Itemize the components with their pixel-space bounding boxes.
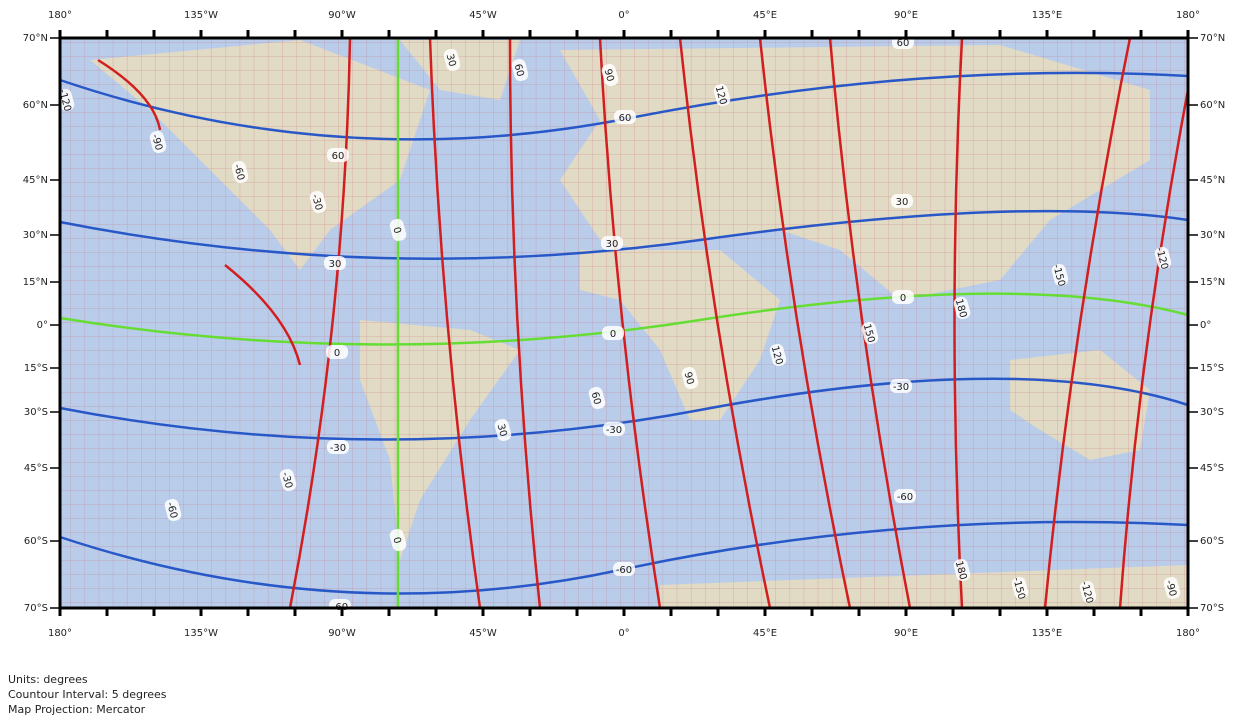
contour-value: -30 [330,443,346,454]
latitude-label-right: 45°S [1200,463,1224,474]
note: Map Projection: Mercator [8,702,167,717]
longitude-label-bottom: 180° [1176,628,1200,639]
note: Countour Interval: 5 degrees [8,687,167,702]
longitude-label-top: 45°E [753,10,777,21]
longitude-label-top: 135°E [1032,10,1062,21]
longitude-label-bottom: 0° [618,628,629,639]
latitude-label-right: 70°N [1200,33,1225,44]
latitude-label-left: 60°S [24,536,48,547]
longitude-label-top: 180° [48,10,72,21]
longitude-label-bottom: 135°W [184,628,218,639]
latitude-label-left: 30°S [24,407,48,418]
contour-label: 0 [602,326,624,340]
longitude-label-top: 90°E [894,10,918,21]
longitude-label-bottom: 90°W [328,628,356,639]
longitude-label-bottom: 180° [48,628,72,639]
latitude-label-right: 0° [1200,320,1211,331]
longitude-label-top: 45°W [469,10,497,21]
latitude-label-right: 60°S [1200,536,1224,547]
contour-label: 30 [601,236,623,250]
longitude-label-bottom: 45°W [469,628,497,639]
latitude-label-left: 45°S [24,463,48,474]
contour-label: 30 [891,194,913,208]
contour-value: -60 [897,492,913,503]
contour-label: -60 [613,562,635,576]
note: Units: degrees [8,672,167,687]
contour-value: 60 [332,151,345,162]
contour-value: -30 [893,382,909,393]
map-page: -120-90-60-303060901200-60-3030609012015… [0,0,1243,725]
latitude-label-left: 70°N [23,33,48,44]
contour-value: -60 [616,565,632,576]
longitude-label-bottom: 45°E [753,628,777,639]
contour-value: 30 [606,239,619,250]
latitude-label-left: 15°S [24,363,48,374]
contour-label: 0 [892,290,914,304]
contour-value: 60 [897,38,910,49]
contour-label: 30 [324,256,346,270]
latitude-label-left: 30°N [23,230,48,241]
contour-label: -30 [327,440,349,454]
longitude-label-top: 0° [618,10,629,21]
longitude-label-bottom: 90°E [894,628,918,639]
latitude-label-left: 15°N [23,277,48,288]
contour-value: -30 [606,425,622,436]
latitude-label-left: 60°N [23,100,48,111]
contour-label: -60 [329,599,351,613]
contour-label: 0 [326,345,348,359]
latitude-label-right: 15°N [1200,277,1225,288]
latitude-label-left: 70°S [24,603,48,614]
latitude-label-right: 30°N [1200,230,1225,241]
latitude-label-right: 45°N [1200,175,1225,186]
contour-label: -30 [603,422,625,436]
contour-value: 0 [334,348,340,359]
longitude-label-top: 135°W [184,10,218,21]
longitude-label-top: 180° [1176,10,1200,21]
latitude-label-right: 30°S [1200,407,1224,418]
contour-value: 0 [900,293,906,304]
contour-value: 0 [610,329,616,340]
contour-label: 60 [614,110,636,124]
latitude-label-left: 45°N [23,175,48,186]
contour-label: 60 [327,148,349,162]
longitude-label-bottom: 135°E [1032,628,1062,639]
latitude-label-right: 70°S [1200,603,1224,614]
contour-label: -60 [894,489,916,503]
latitude-label-left: 0° [37,320,48,331]
contour-value: 60 [619,113,632,124]
latitude-label-right: 15°S [1200,363,1224,374]
longitude-label-top: 90°W [328,10,356,21]
latitude-label-right: 60°N [1200,100,1225,111]
contour-label: -30 [890,379,912,393]
contour-value: 30 [329,259,342,270]
contour-value: 30 [896,197,909,208]
